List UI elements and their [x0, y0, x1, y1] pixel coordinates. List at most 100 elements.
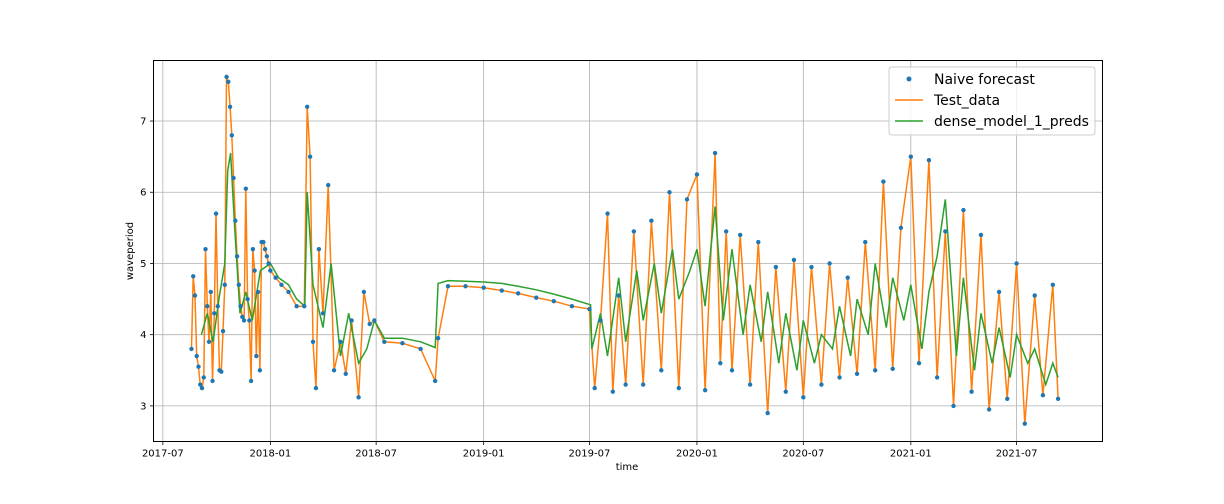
legend-marker: [906, 76, 912, 82]
naive-forecast-point: [463, 284, 468, 289]
x-tick-label: 2020-01: [676, 449, 718, 460]
naive-forecast-point: [196, 364, 201, 369]
naive-forecast-point: [220, 328, 226, 334]
naive-forecast-point: [382, 339, 387, 344]
naive-forecast-point: [236, 282, 242, 288]
naive-forecast-point: [224, 74, 229, 80]
naive-forecast-point: [266, 261, 271, 266]
x-tick-label: 2021-07: [996, 449, 1038, 460]
plot-area: [189, 74, 1061, 426]
naive-forecast-point: [338, 339, 343, 344]
naive-forecast-point: [400, 341, 405, 346]
naive-forecast-point: [262, 247, 268, 252]
naive-forecast-point: [737, 232, 743, 238]
naive-forecast-point: [356, 395, 361, 400]
naive-forecast-point: [191, 274, 196, 279]
naive-forecast-point: [747, 382, 753, 387]
x-tick-label: 2017-07: [142, 449, 184, 460]
naive-forecast-point: [569, 303, 575, 309]
naive-forecast-point: [313, 385, 319, 391]
naive-forecast-point: [854, 371, 860, 377]
naive-forecast-point: [551, 299, 556, 304]
naive-forecast-point: [304, 104, 310, 109]
naive-forecast-point: [951, 403, 956, 409]
naive-forecast-point: [331, 368, 337, 373]
naive-forecast-point: [1022, 421, 1027, 426]
naive-forecast-point: [863, 239, 868, 245]
naive-forecast-point: [248, 378, 254, 384]
naive-forecast-point: [890, 366, 895, 372]
naive-forecast-point: [592, 385, 597, 391]
naive-forecast-point: [286, 289, 291, 295]
naive-forecast-point: [837, 375, 842, 380]
y-axis-label: waveperiod: [125, 222, 136, 280]
naive-forecast-point: [616, 293, 621, 298]
naive-forecast-point: [203, 247, 208, 252]
naive-forecast-point: [684, 197, 690, 202]
naive-forecast-point: [515, 291, 521, 296]
x-tick-label: 2019-01: [463, 449, 505, 460]
naive-forecast-point: [481, 285, 486, 290]
naive-forecast-point: [189, 346, 194, 352]
naive-forecast-point: [247, 318, 252, 323]
naive-forecast-point: [605, 211, 610, 216]
naive-forecast-point: [432, 378, 438, 384]
x-tick-label: 2019-07: [569, 449, 611, 460]
naive-forecast-point: [215, 303, 220, 309]
naive-forecast-point: [729, 368, 735, 373]
x-axis-label: time: [616, 462, 639, 473]
y-tick-label: 4: [140, 330, 146, 341]
naive-forecast-point: [926, 158, 932, 163]
naive-forecast-point: [996, 289, 1002, 295]
naive-forecast-point: [279, 282, 284, 288]
naive-forecast-point: [233, 218, 238, 223]
naive-forecast-point: [192, 293, 198, 298]
naive-forecast-point: [250, 247, 256, 252]
naive-forecast-point: [201, 375, 206, 380]
naive-forecast-point: [226, 79, 231, 85]
naive-forecast-point: [227, 104, 233, 109]
naive-forecast-point: [676, 385, 682, 391]
naive-forecast-point: [659, 368, 664, 373]
naive-forecast-point: [326, 182, 331, 188]
naive-forecast-point: [212, 311, 217, 316]
naive-forecast-point: [231, 175, 236, 181]
naive-forecast-point: [343, 371, 348, 377]
naive-forecast-point: [534, 295, 539, 300]
naive-forecast-point: [845, 275, 850, 280]
naive-forecast-point: [234, 254, 240, 259]
naive-forecast-point: [252, 268, 257, 273]
naive-forecast-point: [194, 353, 199, 359]
naive-forecast-point: [294, 303, 299, 309]
naive-forecast-point: [783, 389, 788, 394]
naive-forecast-point: [986, 407, 992, 412]
naive-forecast-point: [1032, 293, 1037, 298]
naive-forecast-point: [240, 314, 245, 320]
naive-forecast-point: [978, 232, 984, 238]
naive-forecast-point: [1050, 282, 1056, 288]
naive-forecast-point: [435, 336, 441, 341]
naive-forecast-point: [208, 289, 213, 295]
x-tick-label: 2021-01: [890, 449, 932, 460]
y-tick-label: 6: [140, 188, 146, 199]
naive-forecast-point: [712, 150, 718, 156]
naive-forecast-point: [222, 282, 227, 288]
legend-box: [888, 66, 1096, 136]
naive-forecast-point: [587, 306, 592, 312]
naive-forecast-point: [773, 264, 779, 270]
naive-forecast-point: [213, 211, 219, 216]
naive-forecast-point: [199, 385, 205, 391]
y-tick-label: 7: [140, 117, 146, 128]
naive-forecast-point: [302, 303, 307, 309]
legend-entry-dense-model-1-preds: dense_model_1_preds: [934, 114, 1089, 130]
naive-forecast-point: [819, 382, 824, 387]
legend-entry-test-data: Test_data: [933, 93, 1000, 109]
naive-forecast-point: [723, 229, 729, 234]
naive-forecast-point: [667, 190, 672, 195]
naive-forecast-point: [206, 339, 212, 344]
naive-forecast-point: [316, 247, 322, 252]
naive-forecast-point: [307, 154, 313, 159]
naive-forecast-point: [261, 239, 266, 245]
naive-forecast-point: [610, 389, 616, 394]
